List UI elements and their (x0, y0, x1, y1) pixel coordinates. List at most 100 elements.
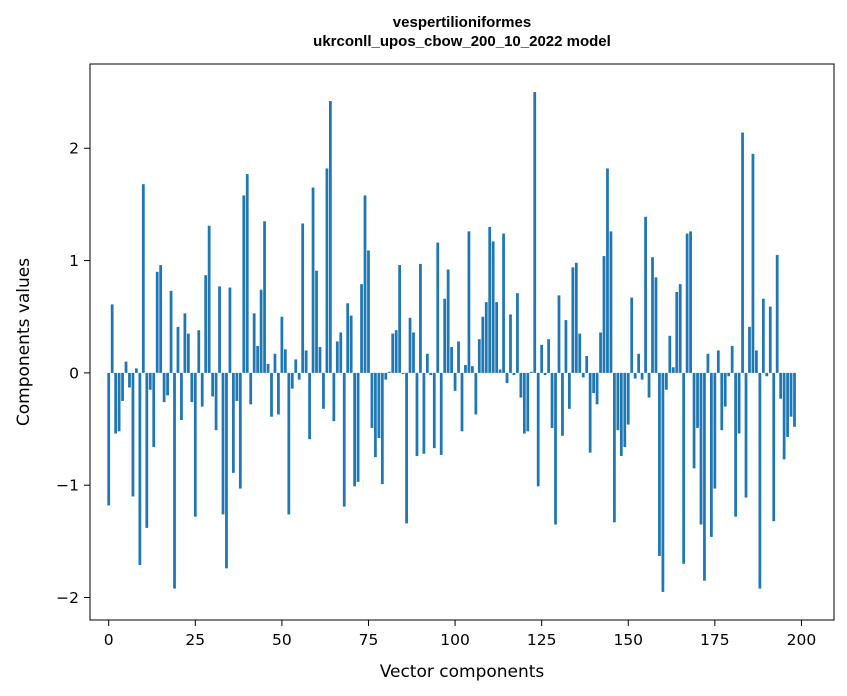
x-tick-label: 125 (527, 631, 557, 649)
bar-52 (287, 372, 291, 515)
bar-143 (602, 256, 606, 373)
bar-84 (398, 265, 402, 373)
bar-195 (782, 372, 786, 460)
bar-5 (124, 361, 128, 373)
bar-18 (169, 290, 173, 373)
bar-157 (651, 257, 654, 373)
bar-115 (505, 372, 509, 383)
plot-frame (89, 63, 835, 621)
bar-95 (436, 242, 440, 373)
x-tick-label: 75 (359, 631, 379, 649)
bar-144 (606, 168, 609, 373)
bar-60 (315, 270, 318, 373)
bar-17 (166, 372, 169, 396)
bar-106 (474, 372, 478, 415)
bar-117 (512, 372, 516, 376)
bar-193 (775, 254, 779, 373)
bar-167 (685, 233, 689, 373)
bar-24 (190, 372, 194, 403)
bar-191 (768, 306, 772, 373)
bar-72 (356, 372, 360, 482)
bar-4 (121, 372, 124, 401)
bar-15 (159, 265, 163, 373)
bar-14 (155, 271, 159, 373)
bar-163 (671, 367, 675, 373)
bar-109 (484, 302, 488, 373)
bar-151 (630, 297, 634, 373)
y-axis: −2 −1 0 1 2 (56, 140, 90, 607)
bar-120 (522, 372, 526, 434)
x-tick-label: 150 (613, 631, 643, 649)
bar-10 (141, 184, 145, 373)
bar-155 (644, 216, 647, 373)
bar-11 (145, 372, 149, 528)
bar-150 (626, 372, 630, 425)
bar-23 (186, 333, 190, 373)
bar-140 (592, 372, 596, 394)
bar-141 (595, 372, 599, 405)
bar-127 (547, 339, 550, 373)
bar-13 (152, 372, 156, 448)
bar-184 (744, 372, 748, 498)
bar-166 (682, 372, 686, 564)
bar-7 (131, 372, 135, 497)
bar-196 (786, 372, 789, 437)
bar-153 (637, 353, 641, 373)
bar-164 (675, 292, 679, 373)
bar-104 (467, 231, 471, 373)
bar-126 (543, 372, 547, 376)
bar-44 (259, 289, 263, 373)
bar-78 (377, 372, 381, 439)
bar-179 (727, 372, 731, 377)
bar-190 (765, 372, 769, 377)
bar-123 (533, 92, 537, 373)
bar-105 (471, 366, 474, 373)
y-tick-label: 0 (69, 364, 79, 382)
bar-133 (567, 372, 571, 409)
x-tick-label: 200 (787, 631, 817, 649)
bar-29 (207, 225, 211, 373)
chart-title: vespertilioniformes ukrconll_upos_cbow_20… (313, 14, 611, 50)
bar-73 (360, 284, 363, 373)
bar-38 (238, 372, 242, 489)
bar-197 (789, 372, 793, 417)
bar-100 (453, 372, 457, 391)
bar-54 (294, 359, 298, 373)
bar-93 (429, 372, 433, 376)
bar-80 (384, 372, 388, 380)
bar-171 (699, 372, 703, 525)
bar-175 (713, 372, 717, 489)
bar-162 (668, 335, 672, 373)
bar-142 (599, 332, 602, 373)
bar-16 (162, 372, 166, 403)
bar-62 (322, 372, 325, 409)
bar-194 (779, 372, 783, 399)
bar-92 (425, 353, 429, 373)
bar-76 (370, 372, 374, 428)
bar-99 (450, 347, 453, 373)
bar-49 (277, 372, 280, 415)
bar-125 (540, 344, 544, 373)
bar-98 (446, 269, 450, 373)
bar-136 (578, 333, 582, 373)
bar-172 (703, 372, 706, 581)
bars-group (107, 92, 796, 592)
bar-174 (710, 372, 713, 537)
bar-94 (432, 372, 436, 449)
bar-110 (488, 226, 492, 373)
bar-35 (228, 287, 232, 373)
bar-39 (242, 195, 246, 373)
bar-156 (647, 372, 651, 398)
x-tick-label: 100 (440, 631, 470, 649)
bar-56 (301, 223, 305, 373)
bar-122 (529, 371, 533, 373)
bar-8 (135, 368, 138, 373)
bar-97 (443, 298, 447, 373)
bar-113 (498, 369, 502, 373)
bar-118 (516, 293, 519, 373)
bar-146 (613, 372, 616, 523)
bar-112 (495, 302, 499, 373)
bar-82 (391, 333, 395, 373)
bar-148 (619, 372, 623, 457)
